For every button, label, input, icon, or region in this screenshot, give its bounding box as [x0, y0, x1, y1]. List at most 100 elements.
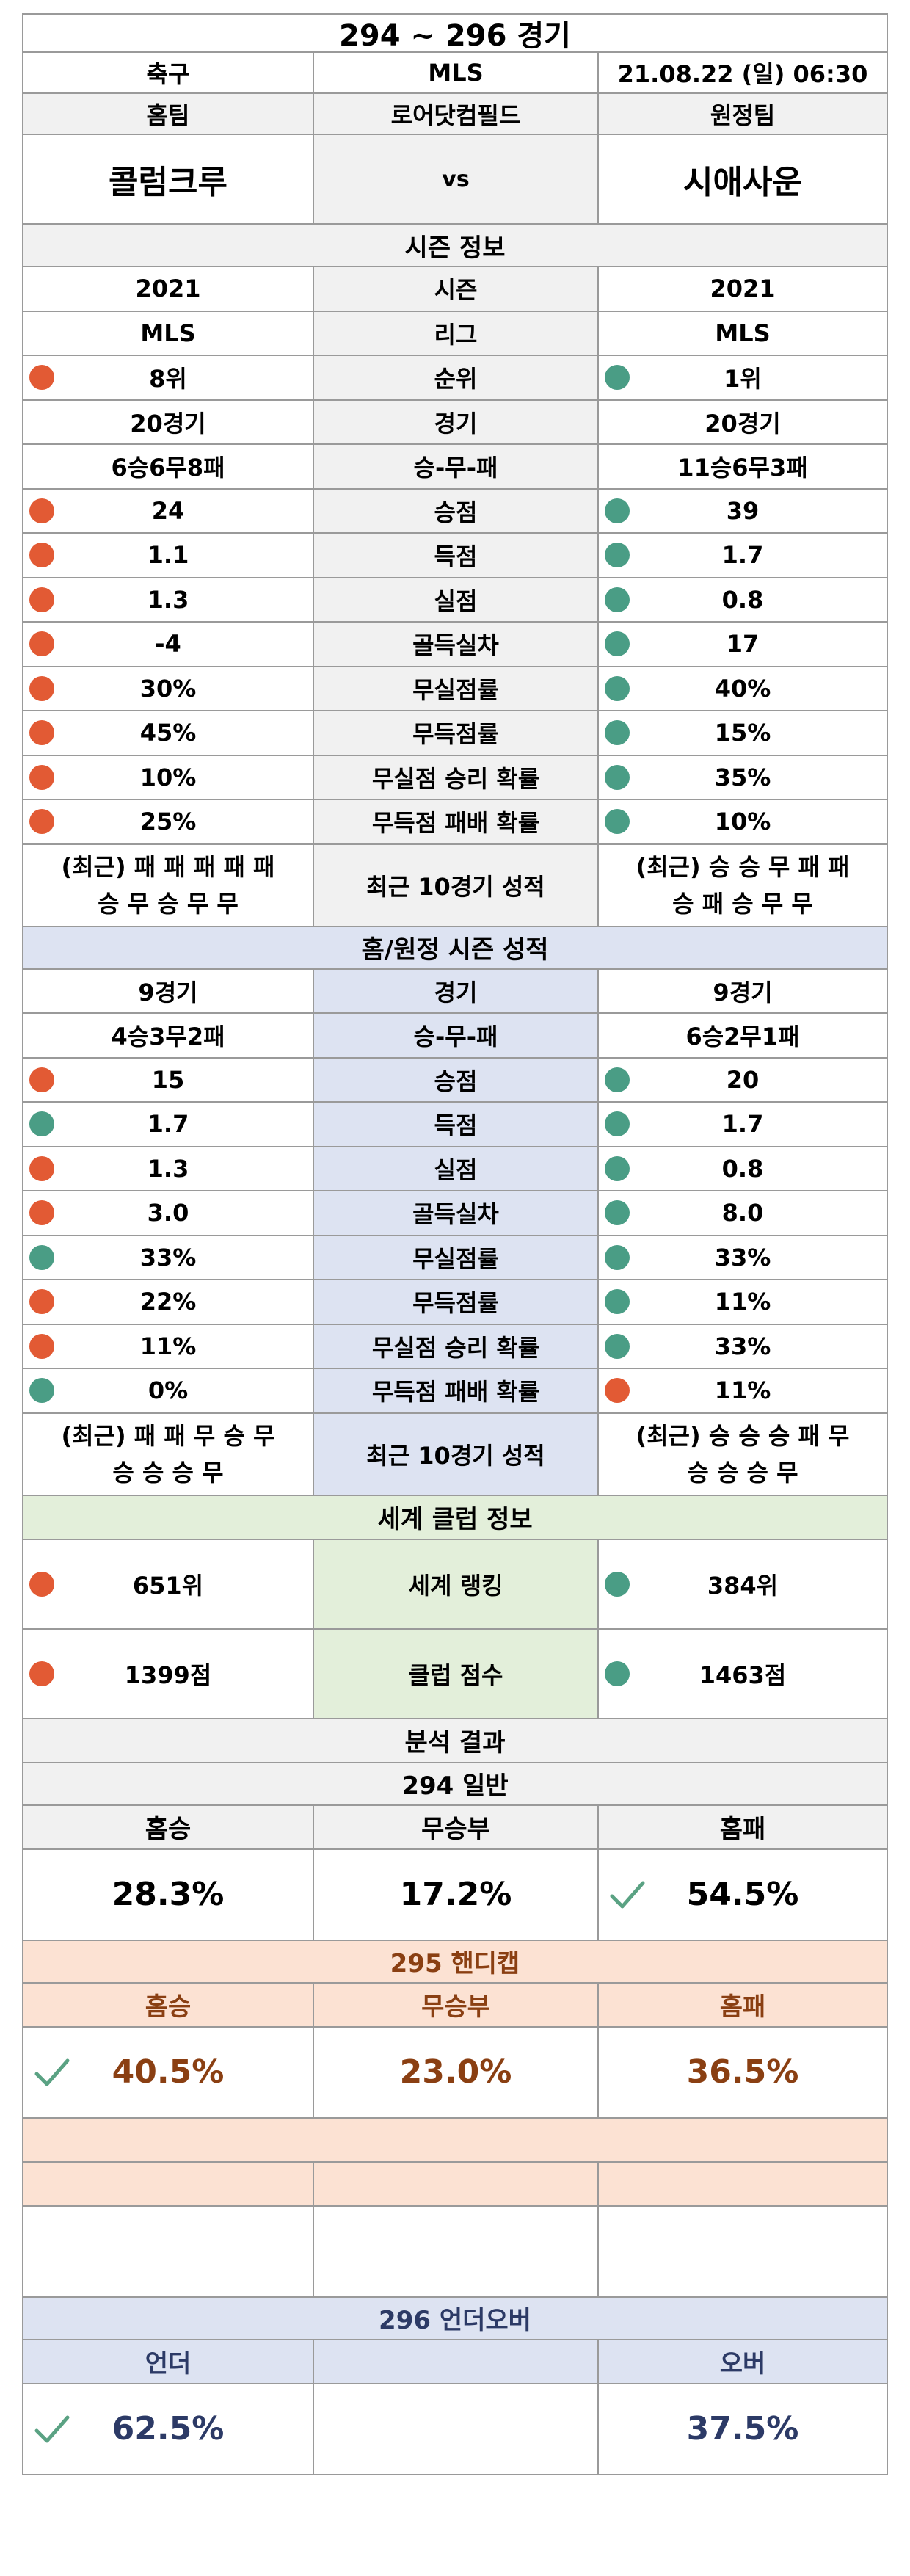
home-value-text: 651위: [132, 1571, 204, 1600]
teal-dot-icon: [605, 543, 630, 568]
underover-values-row: 62.5% 37.5%: [22, 2384, 888, 2475]
check-icon: [34, 2415, 70, 2442]
away-value-text: 10%: [714, 808, 771, 836]
red-dot-icon: [29, 1289, 54, 1315]
away-value: 17: [599, 623, 887, 666]
season-row: 1.1 득점 1.7: [22, 534, 888, 578]
homeaway-row: 9경기 경기 9경기: [22, 969, 888, 1014]
stat-label: 무실점 승리 확률: [313, 755, 599, 799]
underover-outcome-label: 언더: [23, 2340, 313, 2383]
stat-label: 순위: [313, 356, 599, 399]
season-row: -4 골득실차 17: [22, 623, 888, 667]
stat-label-text: 무득점 패배 확률: [371, 1378, 540, 1407]
red-dot-icon: [29, 809, 54, 835]
season-row: 30% 무실점률 40%: [22, 667, 888, 711]
home-team-name-text: 콜럼크루: [109, 164, 228, 201]
underover-probability-text: 62.5%: [112, 2410, 225, 2448]
homeaway-row: 33% 무실점률 33%: [22, 1236, 888, 1280]
handicap-outcome-label: 홈패: [599, 1983, 887, 2026]
underover-probability: 37.5%: [599, 2384, 887, 2474]
home-value-text: 1.7: [147, 1110, 189, 1139]
away-value-text: 9경기: [713, 978, 773, 1006]
red-dot-icon: [29, 720, 54, 746]
stat-label-text: 순위: [434, 365, 478, 393]
homeaway-row: 1.3 실점 0.8: [22, 1147, 888, 1191]
teal-dot-icon: [605, 1289, 630, 1315]
team-names-row: 콜럼크루 vs 시애사운: [22, 135, 888, 225]
match-datetime-text: 21.08.22 (일) 06:30: [617, 60, 868, 88]
home-value-text: 20경기: [130, 409, 206, 438]
general-outcome-label: 홈승: [23, 1805, 313, 1848]
away-value-text: 1위: [724, 365, 762, 393]
versus: vs: [313, 135, 599, 223]
homeaway-header-title: 홈/원정 시즌 성적: [23, 926, 887, 968]
season-row: 24 승점 39: [22, 489, 888, 534]
check-icon: [610, 1881, 645, 1908]
underover-probability-text: 37.5%: [686, 2410, 799, 2448]
homeaway-header-title-text: 홈/원정 시즌 성적: [361, 935, 549, 965]
underover-outcome-label: 오버: [599, 2340, 887, 2383]
underover-outcome-label: [313, 2340, 599, 2383]
red-dot-icon: [29, 1200, 54, 1226]
home-recent-form: (최근) 패 패 패 패 패 승 무 승 무 무: [23, 845, 313, 926]
away-value: 33%: [599, 1236, 887, 1280]
home-value: 1.7: [23, 1103, 313, 1146]
home-value-text: 1.3: [147, 585, 189, 614]
handicap-outcome-label-text: 홈승: [145, 1992, 192, 2022]
handicap-outcome-label-text: 홈패: [719, 1992, 766, 2022]
world-row: 1399점 클럽 점수 1463점: [22, 1629, 888, 1719]
away-value: MLS: [599, 312, 887, 355]
league: MLS: [313, 53, 599, 92]
stat-label: 득점: [313, 1103, 599, 1146]
home-value-text: 1.1: [147, 541, 189, 570]
away-recent-form-text: (최근) 승 승 무 패 패 승 패 승 무 무: [636, 852, 850, 918]
teal-dot-icon: [605, 365, 630, 391]
stat-label: 골득실차: [313, 623, 599, 666]
handicap-header-title-text: 295 핸디캡: [390, 1949, 520, 1978]
world-header-title-text: 세계 클럽 정보: [377, 1505, 533, 1534]
stat-label-text: 무실점률: [412, 1244, 499, 1273]
away-recent-form: (최근) 승 승 무 패 패 승 패 승 무 무: [599, 845, 887, 926]
stat-label: 무실점률: [313, 1236, 599, 1279]
stat-label-text: 승-무-패: [413, 454, 498, 482]
handicap-probability-text: 36.5%: [686, 2053, 799, 2091]
home-recent-form-text: (최근) 패 패 패 패 패 승 무 승 무 무: [61, 852, 275, 918]
world-header: 세계 클럽 정보: [22, 1495, 888, 1540]
home-value: 2021: [23, 267, 313, 311]
away-value: 39: [599, 490, 887, 533]
stat-label-text: 경기: [434, 409, 478, 438]
away-value: 11승6무3패: [599, 445, 887, 488]
away-value-text: 35%: [714, 763, 771, 791]
away-value: 0.8: [599, 1147, 887, 1191]
teal-dot-icon: [605, 587, 630, 612]
red-dot-icon: [29, 1571, 54, 1597]
red-dot-icon: [29, 498, 54, 523]
away-value: 1.7: [599, 1103, 887, 1146]
away-value-text: 20경기: [705, 409, 781, 438]
away-value-text: 33%: [714, 1332, 771, 1360]
away-value-text: 20: [726, 1065, 760, 1094]
empty-row-1: [22, 2118, 888, 2163]
handicap-outcome-label-text: 무승부: [421, 1992, 490, 2022]
away-value: 40%: [599, 667, 887, 711]
analysis-header-title-text: 분석 결과: [404, 1728, 506, 1757]
home-value: 1.3: [23, 1147, 313, 1191]
home-value: 10%: [23, 756, 313, 799]
home-value-text: 0%: [148, 1376, 189, 1405]
underover-probability: 62.5%: [23, 2384, 313, 2474]
general-header: 294 일반: [22, 1763, 888, 1806]
teal-dot-icon: [29, 1378, 54, 1404]
stat-label-text: 승-무-패: [413, 1023, 498, 1051]
handicap-probability: 40.5%: [23, 2028, 313, 2117]
stat-label: 득점: [313, 534, 599, 577]
home-value-text: 33%: [139, 1243, 197, 1271]
home-recent-form: (최근) 패 패 무 승 무 승 승 승 무: [23, 1414, 313, 1495]
stat-label-text: 세계 랭킹: [408, 1571, 503, 1600]
league-text: MLS: [428, 59, 484, 87]
empty-cell: [23, 2162, 313, 2205]
match-info-row: 축구 MLS 21.08.22 (일) 06:30: [22, 53, 888, 94]
teal-dot-icon: [605, 1661, 630, 1686]
away-value-text: 11%: [714, 1288, 771, 1316]
season-row: MLS 리그 MLS: [22, 311, 888, 356]
home-value: 1.3: [23, 578, 313, 622]
